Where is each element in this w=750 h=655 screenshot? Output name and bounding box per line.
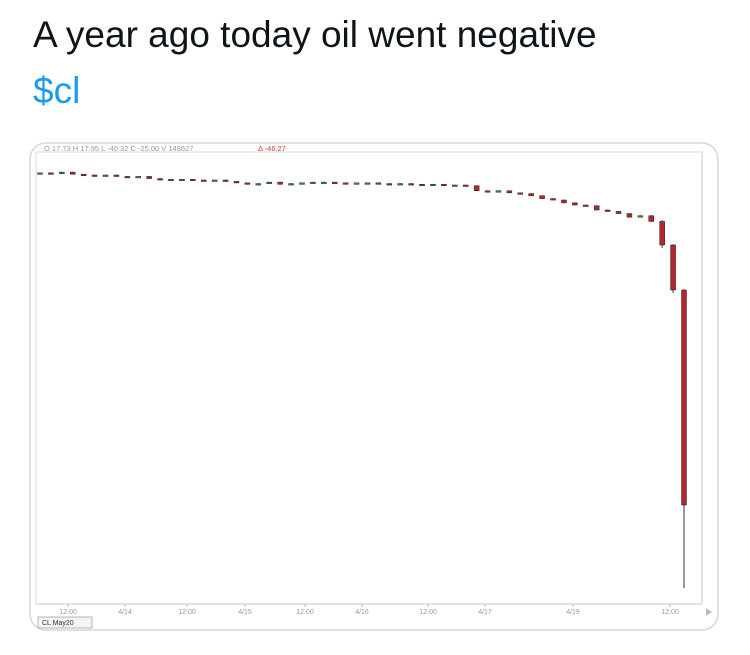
candle-body [430,184,436,187]
candle-body [233,181,240,184]
candle-body [310,181,316,184]
candle-body [484,190,491,193]
candle-body [615,211,622,214]
candle-body [277,181,283,185]
candle-body [266,181,272,184]
candle-body [255,183,262,186]
candle-body [670,244,676,291]
candle-body [211,179,218,182]
candle-body [168,179,174,182]
x-tick-label: 4/19 [566,609,580,616]
x-tick-label: 12:00 [296,609,314,616]
candle-body [550,198,556,201]
x-tick-label: 12:00 [178,609,196,616]
candle-body [102,174,109,177]
candle-body [80,174,87,177]
candle-body [190,179,196,182]
scroll-arrow [706,608,712,616]
candle-body [648,215,655,222]
tweet-text: A year ago today oil went negative [33,14,597,55]
candle-body [146,176,152,179]
candle-body [244,182,251,185]
candle-body [364,182,371,185]
candle-body [473,185,480,191]
x-tick-label: 12:00 [419,609,437,616]
candle-body [408,183,414,186]
candle-body [113,174,120,177]
candle-body [299,182,305,185]
candle-body [441,184,447,187]
candle-body [288,183,294,186]
x-tick-label: 4/17 [478,609,492,616]
candle-body [59,171,65,174]
candle-body [342,182,349,185]
candle-body [495,190,502,193]
candle-body [48,172,54,175]
x-tick-label: 4/15 [238,609,252,616]
candle-body [222,179,229,182]
candle-body [572,202,578,206]
x-tick-label: 4/16 [355,609,369,616]
candle-body [386,183,393,186]
ohlc-header: O 17.73 H 17.95 L -40.32 C -25.00 V 1486… [44,144,193,153]
plot-area [35,151,703,605]
candle-body [528,193,534,196]
candle-body [353,182,360,185]
candle-body [124,176,131,179]
candle-body [462,184,469,187]
candle-body [626,213,633,218]
candle-body [539,195,545,199]
candle-body [331,181,338,184]
candle-body [135,176,141,179]
change-label: Δ -46.27 [258,144,286,153]
candle-body [604,209,611,212]
candle-body [583,204,589,207]
candle-body [659,221,665,246]
candle-body [561,199,567,204]
candle-body [375,182,382,185]
cashtag-link[interactable]: $cl [33,70,81,111]
symbol-box [37,616,93,629]
candle-body [91,174,98,177]
candle-body [593,205,600,211]
candle-body [419,184,425,187]
candle-body [157,178,163,181]
x-tick-label: 12:00 [661,609,679,616]
x-tick-label: 12:00 [59,609,77,616]
symbol-label: CL May20 [42,620,74,627]
x-tick-label: 4/14 [118,609,132,616]
candle-body [69,171,76,175]
candle-body [321,181,327,184]
candle-body [681,289,687,506]
candle-body [179,179,185,182]
candle-body [37,172,43,175]
candle-body [200,179,207,182]
candle-body [397,183,403,186]
candle-body [637,215,644,218]
candle-body [452,184,458,187]
candle-body [506,190,513,194]
candle-body [517,192,524,195]
